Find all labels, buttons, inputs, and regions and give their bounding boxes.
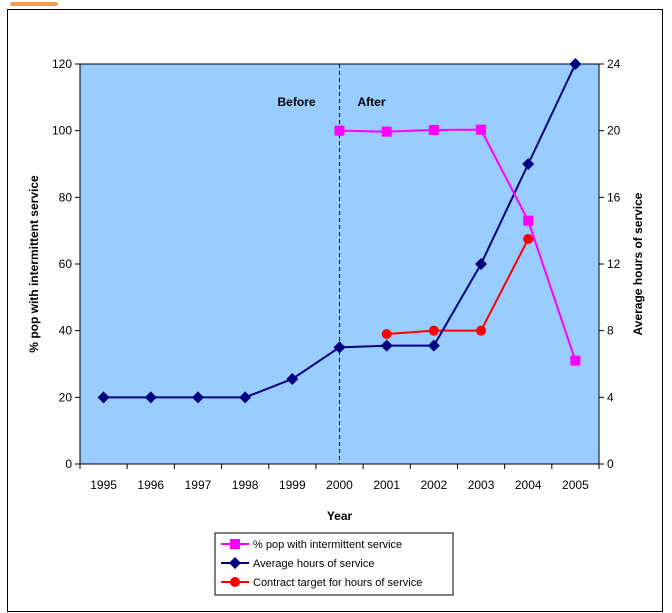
left-tick-label: 40 bbox=[59, 324, 73, 338]
data-point-diamond bbox=[97, 391, 110, 404]
x-tick-label: 1995 bbox=[90, 478, 117, 492]
series-line-1 bbox=[339, 128, 577, 361]
data-point-square bbox=[334, 125, 345, 136]
x-tick-label: 1999 bbox=[279, 478, 306, 492]
legend-entry-label: Contract target for hours of service bbox=[253, 577, 422, 589]
right-axis: 0 4 8 12 16 20 24 bbox=[599, 57, 621, 471]
data-point-circle bbox=[428, 325, 439, 336]
left-axis: 0 20 40 60 80 100 120 bbox=[52, 57, 80, 471]
x-tick-label: 2005 bbox=[562, 478, 589, 492]
left-tick-label: 20 bbox=[59, 390, 73, 404]
x-tick-label: 2002 bbox=[421, 478, 448, 492]
data-point-diamond bbox=[569, 58, 582, 70]
data-point-square bbox=[230, 539, 240, 549]
annotation-before: Before bbox=[277, 95, 315, 109]
left-tick-label: 120 bbox=[52, 57, 72, 71]
y-axis-right-label: Average hours of service bbox=[631, 192, 645, 335]
left-tick-label: 80 bbox=[59, 190, 73, 204]
header-accent bbox=[0, 0, 70, 8]
x-tick-label: 1998 bbox=[232, 478, 259, 492]
y-axis-left-label: % pop with intermittent service bbox=[27, 175, 41, 353]
legend: % pop with intermittent service Average h… bbox=[214, 532, 454, 596]
right-tick-label: 20 bbox=[607, 124, 621, 138]
annotation-after: After bbox=[358, 95, 386, 109]
data-point-diamond bbox=[286, 373, 299, 385]
data-point-square bbox=[381, 126, 392, 137]
data-point-diamond bbox=[239, 391, 252, 404]
x-tick-label: 1997 bbox=[185, 478, 212, 492]
data-point-circle bbox=[381, 329, 392, 339]
data-point-square bbox=[570, 355, 581, 366]
right-tick-label: 24 bbox=[607, 57, 621, 71]
legend-entry-label: Average hours of service bbox=[253, 558, 374, 570]
x-axis-label: Year bbox=[327, 509, 353, 523]
legend-box bbox=[214, 532, 454, 596]
data-point-square bbox=[523, 215, 534, 226]
left-tick-label: 60 bbox=[59, 257, 73, 271]
x-tick-label: 2003 bbox=[468, 478, 495, 492]
right-tick-label: 16 bbox=[607, 190, 621, 204]
data-point-circle bbox=[230, 577, 240, 587]
x-tick-label: 2004 bbox=[515, 478, 542, 492]
right-tick-label: 0 bbox=[607, 457, 614, 471]
x-tick-label: 1996 bbox=[137, 478, 164, 492]
data-point-diamond bbox=[229, 557, 241, 569]
data-point-diamond bbox=[333, 341, 346, 354]
series-line-3 bbox=[386, 238, 530, 335]
right-tick-label: 4 bbox=[607, 390, 614, 404]
data-point-diamond bbox=[144, 391, 157, 404]
right-tick-label: 12 bbox=[607, 257, 621, 271]
legend-entry-label: % pop with intermittent service bbox=[253, 539, 402, 551]
x-tick-label: 2001 bbox=[373, 478, 400, 492]
left-tick-label: 0 bbox=[65, 457, 72, 471]
x-tick-label: 2000 bbox=[326, 478, 353, 492]
data-point-diamond bbox=[380, 339, 393, 352]
data-point-diamond bbox=[191, 391, 204, 404]
data-point-square bbox=[476, 124, 487, 135]
x-axis: 1995 1996 1997 1998 1999 2000 2001 2002 2003 2004… bbox=[79, 464, 600, 492]
right-tick-label: 8 bbox=[607, 324, 614, 338]
data-point-diamond bbox=[522, 158, 535, 170]
series-layer bbox=[97, 58, 582, 404]
accent-bar bbox=[10, 2, 58, 6]
data-point-circle bbox=[523, 234, 534, 244]
data-point-diamond bbox=[427, 339, 440, 352]
data-point-square bbox=[428, 125, 439, 135]
data-point-diamond bbox=[475, 258, 488, 270]
left-tick-label: 100 bbox=[52, 124, 72, 138]
data-point-circle bbox=[476, 325, 487, 336]
